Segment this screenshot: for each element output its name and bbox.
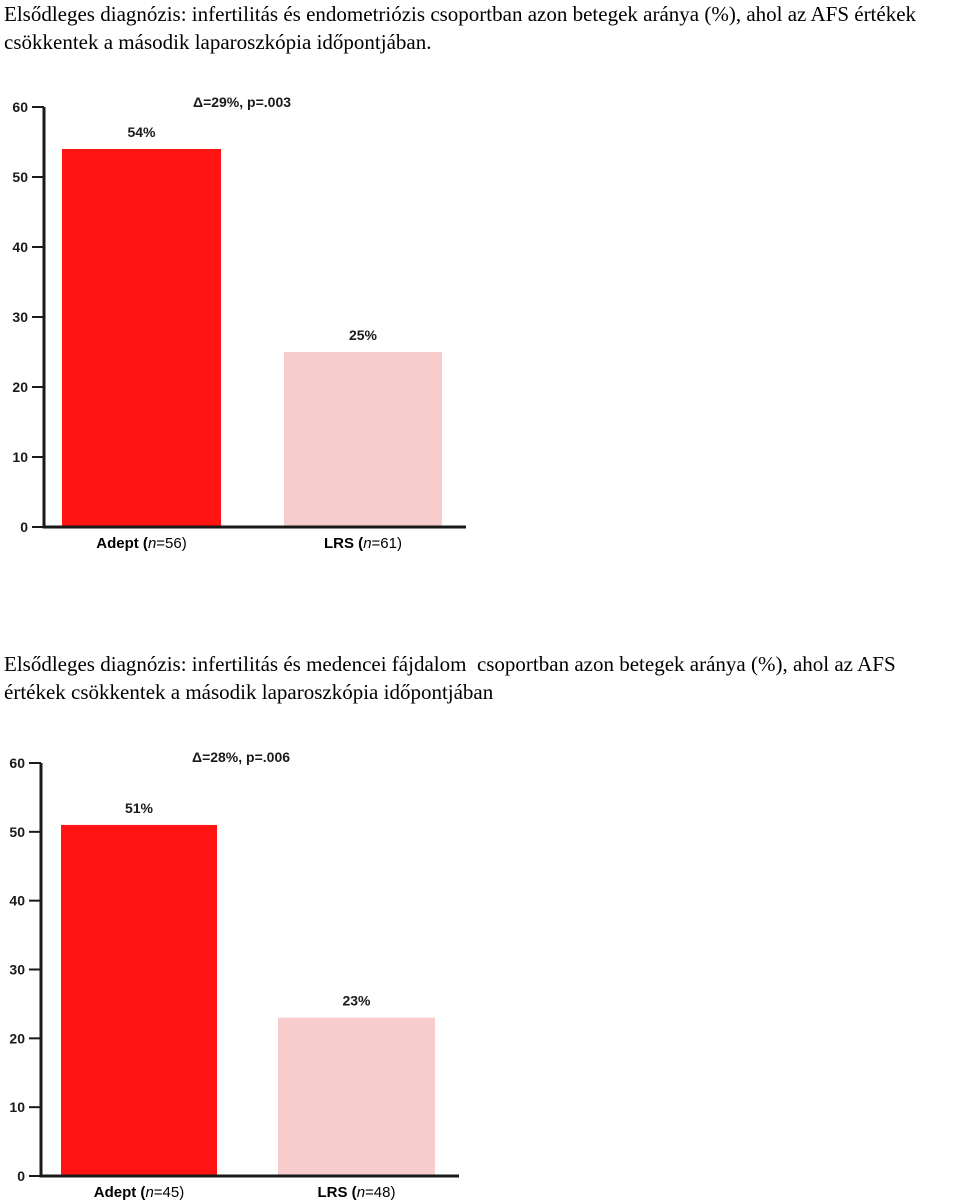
y-tick-label: 30 (12, 309, 28, 325)
category-label: Adept (n=56) (96, 535, 186, 552)
bar-value-label: 51% (125, 800, 154, 816)
bar (284, 352, 442, 527)
category-name: LRS ( (318, 1184, 357, 1201)
y-tick-label: 60 (9, 755, 25, 771)
bar-value-label: 23% (342, 993, 371, 1009)
bar-chart: 51%Adept (n=45)23%LRS (n=48)010203040506… (9, 749, 459, 1201)
category-n-symbol: n (363, 535, 371, 552)
y-tick-label: 30 (9, 962, 25, 978)
bar-value-label: 25% (349, 327, 378, 343)
y-tick-label: 50 (12, 169, 28, 185)
category-n-symbol: n (145, 1184, 153, 1201)
category-n-symbol: n (357, 1184, 365, 1201)
chart-caption: Elsődleges diagnózis: infertilitás és me… (4, 652, 901, 704)
y-tick-label: 0 (17, 1168, 25, 1184)
bar (278, 1017, 435, 1176)
category-label: LRS (n=48) (318, 1184, 396, 1201)
category-n-value: =61) (372, 535, 402, 552)
category-name: LRS ( (324, 535, 363, 552)
significance-annotation: Δ=28%, p=.006 (192, 749, 290, 765)
y-tick-label: 10 (12, 449, 28, 465)
bar-value-label: 54% (127, 124, 156, 140)
bar (61, 824, 217, 1176)
y-tick-label: 40 (12, 239, 28, 255)
y-tick-label: 60 (12, 99, 28, 115)
y-tick-label: 0 (20, 519, 28, 535)
category-n-value: =45) (154, 1184, 184, 1201)
bar (62, 149, 221, 527)
chart-caption: Elsődleges diagnózis: infertilitás és en… (4, 2, 922, 54)
category-name: Adept ( (96, 535, 148, 552)
y-tick-label: 20 (12, 379, 28, 395)
category-n-value: =56) (156, 535, 186, 552)
bar-chart: 54%Adept (n=56)25%LRS (n=61)010203040506… (12, 94, 466, 552)
y-tick-label: 10 (9, 1099, 25, 1115)
significance-annotation: Δ=29%, p=.003 (193, 94, 291, 110)
y-tick-label: 40 (9, 893, 25, 909)
category-n-symbol: n (148, 535, 156, 552)
y-tick-label: 20 (9, 1030, 25, 1046)
y-tick-label: 50 (9, 824, 25, 840)
category-label: Adept (n=45) (94, 1184, 184, 1201)
category-label: LRS (n=61) (324, 535, 402, 552)
category-n-value: =48) (365, 1184, 395, 1201)
category-name: Adept ( (94, 1184, 146, 1201)
